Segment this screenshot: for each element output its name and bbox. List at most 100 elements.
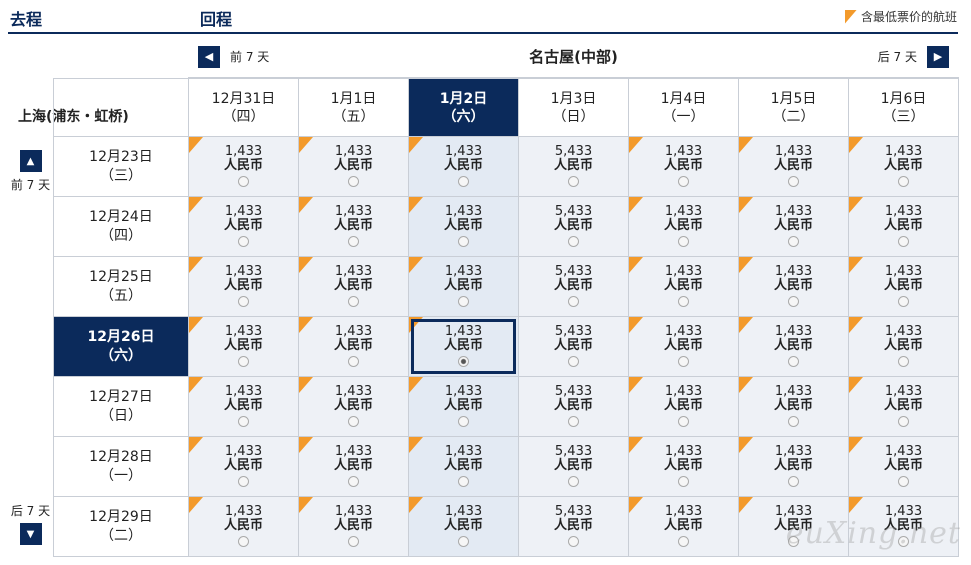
outbound-date-header[interactable]: 12月28日 （一） <box>53 436 189 497</box>
fare-radio[interactable] <box>458 356 469 367</box>
fare-radio[interactable] <box>788 536 799 547</box>
fare-radio[interactable] <box>678 296 689 307</box>
fare-cell[interactable]: 1,433 人民币 <box>738 316 849 377</box>
fare-radio[interactable] <box>898 296 909 307</box>
return-date-header[interactable]: 1月2日 （六） <box>408 78 519 137</box>
fare-radio[interactable] <box>898 476 909 487</box>
fare-cell[interactable]: 1,433 人民币 <box>188 496 299 557</box>
fare-cell[interactable]: 1,433 人民币 <box>738 496 849 557</box>
return-date-header[interactable]: 1月3日 （日） <box>518 78 629 137</box>
fare-radio[interactable] <box>348 236 359 247</box>
fare-cell[interactable]: 1,433 人民币 <box>848 196 959 257</box>
prev-week-button[interactable]: ◀ <box>198 45 220 68</box>
outbound-date-header[interactable]: 12月24日 （四） <box>53 196 189 257</box>
fare-cell[interactable]: 1,433 人民币 <box>628 496 739 557</box>
fare-radio[interactable] <box>458 476 469 487</box>
fare-cell[interactable]: 1,433 人民币 <box>848 256 959 317</box>
return-date-header[interactable]: 1月1日 （五） <box>298 78 409 137</box>
fare-cell[interactable]: 1,433 人民币 <box>188 196 299 257</box>
fare-radio[interactable] <box>238 536 249 547</box>
next-outbound-week-button[interactable]: ▼ <box>19 523 42 545</box>
outbound-date-header[interactable]: 12月25日 （五） <box>53 256 189 317</box>
fare-radio[interactable] <box>788 416 799 427</box>
fare-cell[interactable]: 1,433 人民币 <box>408 256 519 317</box>
return-date-header[interactable]: 1月5日 （二） <box>738 78 849 137</box>
fare-cell[interactable]: 1,433 人民币 <box>738 436 849 497</box>
fare-cell[interactable]: 5,433 人民币 <box>518 376 629 437</box>
fare-cell[interactable]: 1,433 人民币 <box>628 136 739 197</box>
fare-cell[interactable]: 1,433 人民币 <box>738 136 849 197</box>
fare-radio[interactable] <box>678 176 689 187</box>
fare-radio[interactable] <box>238 236 249 247</box>
fare-cell[interactable]: 1,433 人民币 <box>188 436 299 497</box>
fare-cell[interactable]: 1,433 人民币 <box>408 136 519 197</box>
fare-radio[interactable] <box>898 536 909 547</box>
fare-cell[interactable]: 1,433 人民币 <box>738 196 849 257</box>
fare-radio[interactable] <box>238 476 249 487</box>
fare-radio[interactable] <box>678 356 689 367</box>
next-week-button[interactable]: ▶ <box>927 45 949 68</box>
fare-cell[interactable]: 1,433 人民币 <box>738 376 849 437</box>
fare-cell[interactable]: 1,433 人民币 <box>188 136 299 197</box>
return-date-header[interactable]: 1月4日 （一） <box>628 78 739 137</box>
fare-cell[interactable]: 1,433 人民币 <box>408 316 519 377</box>
fare-cell[interactable]: 1,433 人民币 <box>188 256 299 317</box>
fare-cell[interactable]: 5,433 人民币 <box>518 196 629 257</box>
fare-radio[interactable] <box>568 416 579 427</box>
fare-cell[interactable]: 1,433 人民币 <box>628 196 739 257</box>
fare-radio[interactable] <box>458 536 469 547</box>
fare-radio[interactable] <box>458 296 469 307</box>
fare-radio[interactable] <box>568 236 579 247</box>
fare-cell[interactable]: 1,433 人民币 <box>848 136 959 197</box>
fare-radio[interactable] <box>898 416 909 427</box>
fare-radio[interactable] <box>458 416 469 427</box>
fare-radio[interactable] <box>348 476 359 487</box>
fare-cell[interactable]: 1,433 人民币 <box>298 496 409 557</box>
fare-cell[interactable]: 1,433 人民币 <box>298 136 409 197</box>
fare-radio[interactable] <box>678 416 689 427</box>
fare-radio[interactable] <box>898 356 909 367</box>
return-date-header[interactable]: 12月31日 （四） <box>188 78 299 137</box>
fare-cell[interactable]: 1,433 人民币 <box>298 436 409 497</box>
fare-radio[interactable] <box>348 416 359 427</box>
fare-cell[interactable]: 1,433 人民币 <box>848 436 959 497</box>
fare-radio[interactable] <box>788 356 799 367</box>
fare-cell[interactable]: 5,433 人民币 <box>518 256 629 317</box>
fare-radio[interactable] <box>238 176 249 187</box>
return-date-header[interactable]: 1月6日 （三） <box>848 78 959 137</box>
fare-radio[interactable] <box>678 476 689 487</box>
fare-radio[interactable] <box>678 536 689 547</box>
fare-cell[interactable]: 5,433 人民币 <box>518 496 629 557</box>
fare-radio[interactable] <box>788 176 799 187</box>
fare-radio[interactable] <box>788 296 799 307</box>
fare-radio[interactable] <box>458 176 469 187</box>
fare-cell[interactable]: 1,433 人民币 <box>298 316 409 377</box>
fare-radio[interactable] <box>568 176 579 187</box>
fare-radio[interactable] <box>788 236 799 247</box>
fare-cell[interactable]: 1,433 人民币 <box>298 376 409 437</box>
fare-radio[interactable] <box>898 176 909 187</box>
fare-radio[interactable] <box>568 536 579 547</box>
fare-cell[interactable]: 1,433 人民币 <box>408 376 519 437</box>
outbound-date-header[interactable]: 12月26日 （六） <box>53 316 189 377</box>
fare-radio[interactable] <box>458 236 469 247</box>
fare-radio[interactable] <box>348 356 359 367</box>
fare-cell[interactable]: 1,433 人民币 <box>408 436 519 497</box>
outbound-date-header[interactable]: 12月29日 （二） <box>53 496 189 557</box>
fare-cell[interactable]: 1,433 人民币 <box>628 376 739 437</box>
fare-radio[interactable] <box>238 356 249 367</box>
fare-radio[interactable] <box>348 296 359 307</box>
outbound-date-header[interactable]: 12月27日 （日） <box>53 376 189 437</box>
fare-cell[interactable]: 5,433 人民币 <box>518 136 629 197</box>
fare-radio[interactable] <box>568 296 579 307</box>
fare-radio[interactable] <box>568 356 579 367</box>
fare-radio[interactable] <box>568 476 579 487</box>
fare-cell[interactable]: 1,433 人民币 <box>848 496 959 557</box>
fare-cell[interactable]: 1,433 人民币 <box>628 436 739 497</box>
outbound-date-header[interactable]: 12月23日 （三） <box>53 136 189 197</box>
fare-cell[interactable]: 1,433 人民币 <box>848 376 959 437</box>
fare-radio[interactable] <box>898 236 909 247</box>
fare-cell[interactable]: 1,433 人民币 <box>188 316 299 377</box>
fare-cell[interactable]: 1,433 人民币 <box>188 376 299 437</box>
fare-cell[interactable]: 1,433 人民币 <box>738 256 849 317</box>
